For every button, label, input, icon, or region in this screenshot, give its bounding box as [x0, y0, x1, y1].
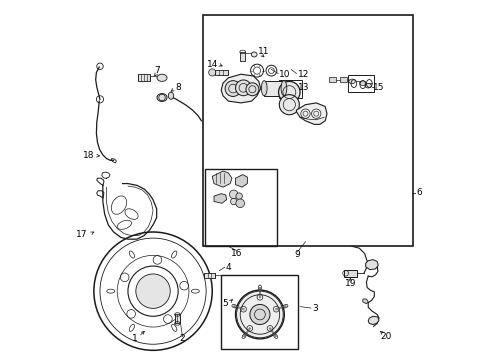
- Polygon shape: [365, 260, 378, 270]
- Circle shape: [235, 199, 244, 208]
- Circle shape: [229, 190, 238, 199]
- Ellipse shape: [359, 81, 366, 86]
- Polygon shape: [367, 316, 378, 324]
- Polygon shape: [214, 194, 226, 203]
- Ellipse shape: [251, 52, 257, 57]
- Polygon shape: [212, 171, 231, 187]
- Polygon shape: [221, 74, 260, 103]
- Text: 4: 4: [225, 263, 231, 272]
- Bar: [328, 77, 335, 82]
- Circle shape: [208, 69, 215, 76]
- Bar: [138, 74, 149, 81]
- Ellipse shape: [364, 84, 371, 88]
- Bar: [278, 80, 301, 98]
- Bar: [343, 270, 356, 277]
- Text: 17: 17: [76, 230, 88, 239]
- Ellipse shape: [168, 92, 173, 99]
- Bar: [203, 273, 215, 278]
- Text: 14: 14: [206, 60, 218, 69]
- Text: 1: 1: [132, 334, 138, 343]
- Text: 20: 20: [380, 332, 391, 341]
- Polygon shape: [296, 103, 326, 125]
- Circle shape: [278, 81, 300, 103]
- Polygon shape: [235, 175, 247, 187]
- Text: 9: 9: [294, 250, 300, 259]
- Ellipse shape: [157, 94, 167, 102]
- Ellipse shape: [348, 79, 355, 84]
- Bar: [214, 69, 227, 75]
- Bar: [203, 15, 412, 246]
- Bar: [348, 75, 373, 92]
- Circle shape: [249, 305, 269, 324]
- Circle shape: [230, 198, 237, 205]
- Text: 7: 7: [153, 66, 159, 75]
- Text: 12: 12: [297, 71, 308, 80]
- Circle shape: [279, 95, 299, 115]
- Text: 15: 15: [372, 83, 384, 92]
- Ellipse shape: [281, 81, 286, 96]
- Text: 3: 3: [311, 303, 317, 312]
- Text: 8: 8: [175, 83, 181, 92]
- Text: 16: 16: [230, 249, 242, 258]
- Bar: [264, 81, 284, 96]
- Bar: [174, 315, 180, 323]
- Circle shape: [235, 193, 242, 199]
- Text: 5: 5: [222, 299, 227, 308]
- Circle shape: [136, 274, 170, 309]
- Bar: [221, 275, 298, 348]
- Text: 18: 18: [83, 151, 94, 160]
- Polygon shape: [362, 299, 367, 304]
- Text: 19: 19: [344, 279, 355, 288]
- Circle shape: [235, 290, 284, 339]
- Text: 10: 10: [279, 71, 290, 80]
- Text: 11: 11: [258, 47, 269, 56]
- Ellipse shape: [157, 74, 167, 81]
- Text: 13: 13: [297, 83, 308, 92]
- Bar: [240, 52, 244, 61]
- Bar: [204, 169, 276, 246]
- Circle shape: [235, 80, 251, 96]
- Circle shape: [224, 81, 241, 96]
- Circle shape: [245, 83, 258, 96]
- Text: 2: 2: [179, 334, 185, 343]
- Bar: [339, 77, 346, 82]
- Text: 6: 6: [415, 188, 421, 197]
- Ellipse shape: [261, 81, 266, 96]
